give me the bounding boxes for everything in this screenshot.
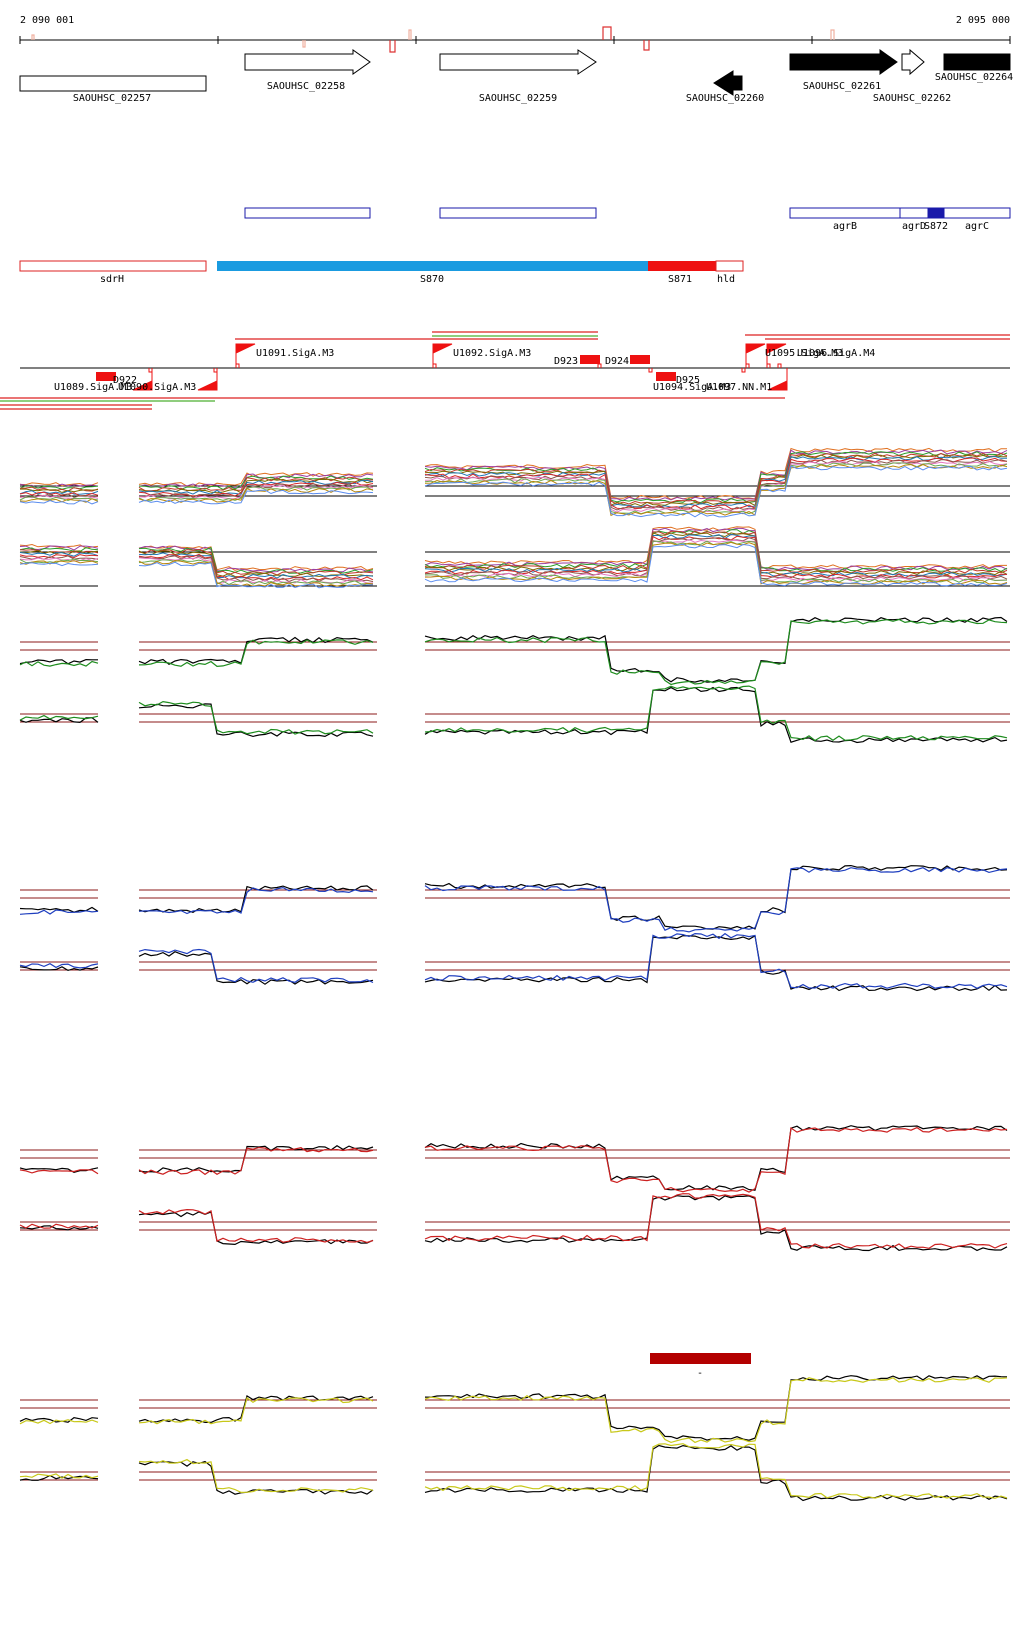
expression-trace xyxy=(19,1126,1008,1193)
gene-track: SAOUHSC_02257 SAOUHSC_02258 SAOUHSC_0225… xyxy=(19,48,1013,104)
expression-trace xyxy=(19,1195,1008,1252)
blue-label-S872: S872 xyxy=(924,221,948,232)
sample-trace xyxy=(19,465,1008,518)
expression-trace xyxy=(19,1443,1008,1499)
segment-label-S871: S871 xyxy=(668,274,692,285)
gene-arrow-02262[interactable] xyxy=(901,48,925,76)
gene-label-02259: SAOUHSC_02259 xyxy=(479,93,557,104)
terminator-label[interactable]: D925 xyxy=(676,375,700,386)
gene-label-02260: SAOUHSC_02260 xyxy=(686,93,764,104)
blue-feature-track: agrB agrD S872 agrC xyxy=(244,207,1011,232)
gene-arrow-02259[interactable] xyxy=(439,49,597,75)
segment-hld[interactable] xyxy=(715,260,744,272)
gene-box-02264[interactable] xyxy=(943,53,1011,71)
sample-trace xyxy=(19,530,1008,576)
expression-trace xyxy=(19,686,1008,744)
promoter-label[interactable]: U1095.SigA.M3 xyxy=(765,348,843,359)
blue-feature-box[interactable] xyxy=(439,207,597,219)
promoter-label[interactable]: U1091.SigA.M3 xyxy=(256,348,334,359)
expression-trace xyxy=(19,1377,1008,1444)
sample-trace xyxy=(19,454,1008,507)
terminator-label[interactable]: D924 xyxy=(605,356,629,367)
promoter-label[interactable]: U1094.SigA.M3 xyxy=(653,382,731,393)
expression-trace xyxy=(19,616,1008,683)
expression-trace xyxy=(19,685,1008,742)
segment-track: sdrH S870 S871 hld xyxy=(19,260,744,285)
terminator-label[interactable]: D922 xyxy=(113,375,137,386)
marker-bar[interactable] xyxy=(650,1353,751,1364)
promoter-label[interactable]: U1089.SigA.M3 xyxy=(54,382,132,393)
expression-trace xyxy=(19,867,1008,933)
segment-label-S870: S870 xyxy=(420,274,444,285)
sample-trace xyxy=(19,541,1008,587)
gene-label-02262: SAOUHSC_02262 xyxy=(873,93,951,104)
expression-panel-multisample xyxy=(19,447,1010,589)
expression-panels-colored xyxy=(19,616,1010,1502)
gene-box-02257[interactable] xyxy=(19,75,207,92)
gene-label-02264: SAOUHSC_02264 xyxy=(935,72,1013,83)
expression-trace xyxy=(19,1193,1008,1249)
gene-label-02258: SAOUHSC_02258 xyxy=(267,81,345,92)
bottom-marker: - xyxy=(650,1353,751,1379)
gene-label-02261: SAOUHSC_02261 xyxy=(803,81,881,92)
promoter-coverage-lines xyxy=(0,331,1010,410)
sample-trace xyxy=(19,543,1008,589)
end-coordinate-label: 2 095 000 xyxy=(956,15,1010,26)
sample-trace xyxy=(19,449,1008,502)
start-coordinate-label: 2 090 001 xyxy=(20,15,74,26)
promoter-track: U1091.SigA.M3 U1092.SigA.M3 D923 D924 U1… xyxy=(0,331,1010,410)
blue-label-agrC: agrC xyxy=(965,221,989,232)
segment-sdrH[interactable] xyxy=(19,260,207,272)
promoter-label[interactable]: U1092.SigA.M3 xyxy=(453,348,531,359)
ruler-ticks xyxy=(19,36,1011,44)
gene-arrow-02261[interactable] xyxy=(789,49,898,75)
expression-trace xyxy=(19,1444,1008,1502)
gene-arrow-02260[interactable] xyxy=(713,70,743,96)
segment-label-sdrH: sdrH xyxy=(100,274,124,285)
blue-feature-box[interactable] xyxy=(244,207,371,219)
blue-feature-agrD[interactable] xyxy=(899,207,929,219)
marker-label: - xyxy=(697,1368,703,1379)
terminator-label[interactable]: D923 xyxy=(554,356,578,367)
blue-feature-agrB[interactable] xyxy=(789,207,901,219)
expression-trace xyxy=(19,1125,1008,1191)
sample-trace xyxy=(19,459,1008,511)
expression-trace xyxy=(19,934,1008,992)
gene-arrow-02258[interactable] xyxy=(244,49,371,75)
segment-S871[interactable] xyxy=(648,261,716,271)
promoter-flags xyxy=(96,343,788,391)
blue-feature-S872[interactable] xyxy=(927,207,945,219)
segment-S870[interactable] xyxy=(217,261,648,271)
coordinate-ruler: 2 090 001 2 095 000 xyxy=(19,15,1011,53)
promoter-ticks xyxy=(148,363,782,373)
blue-label-agrB: agrB xyxy=(833,221,857,232)
expression-trace xyxy=(19,864,1008,930)
expression-trace xyxy=(19,932,1008,989)
blue-feature-agrC[interactable] xyxy=(943,207,1011,219)
sample-trace xyxy=(19,460,1008,513)
promoter-label[interactable]: U1096.SigA.M4 xyxy=(797,348,875,359)
blue-label-agrD: agrD xyxy=(902,221,926,232)
promoter-label[interactable]: U1090.SigA.M3 xyxy=(118,382,196,393)
expression-trace xyxy=(19,618,1008,686)
ruler-peaks xyxy=(31,26,835,53)
gene-label-02257: SAOUHSC_02257 xyxy=(73,93,151,104)
segment-label-hld: hld xyxy=(717,274,735,285)
promoter-label[interactable]: U1097.NN.M1 xyxy=(706,382,772,393)
